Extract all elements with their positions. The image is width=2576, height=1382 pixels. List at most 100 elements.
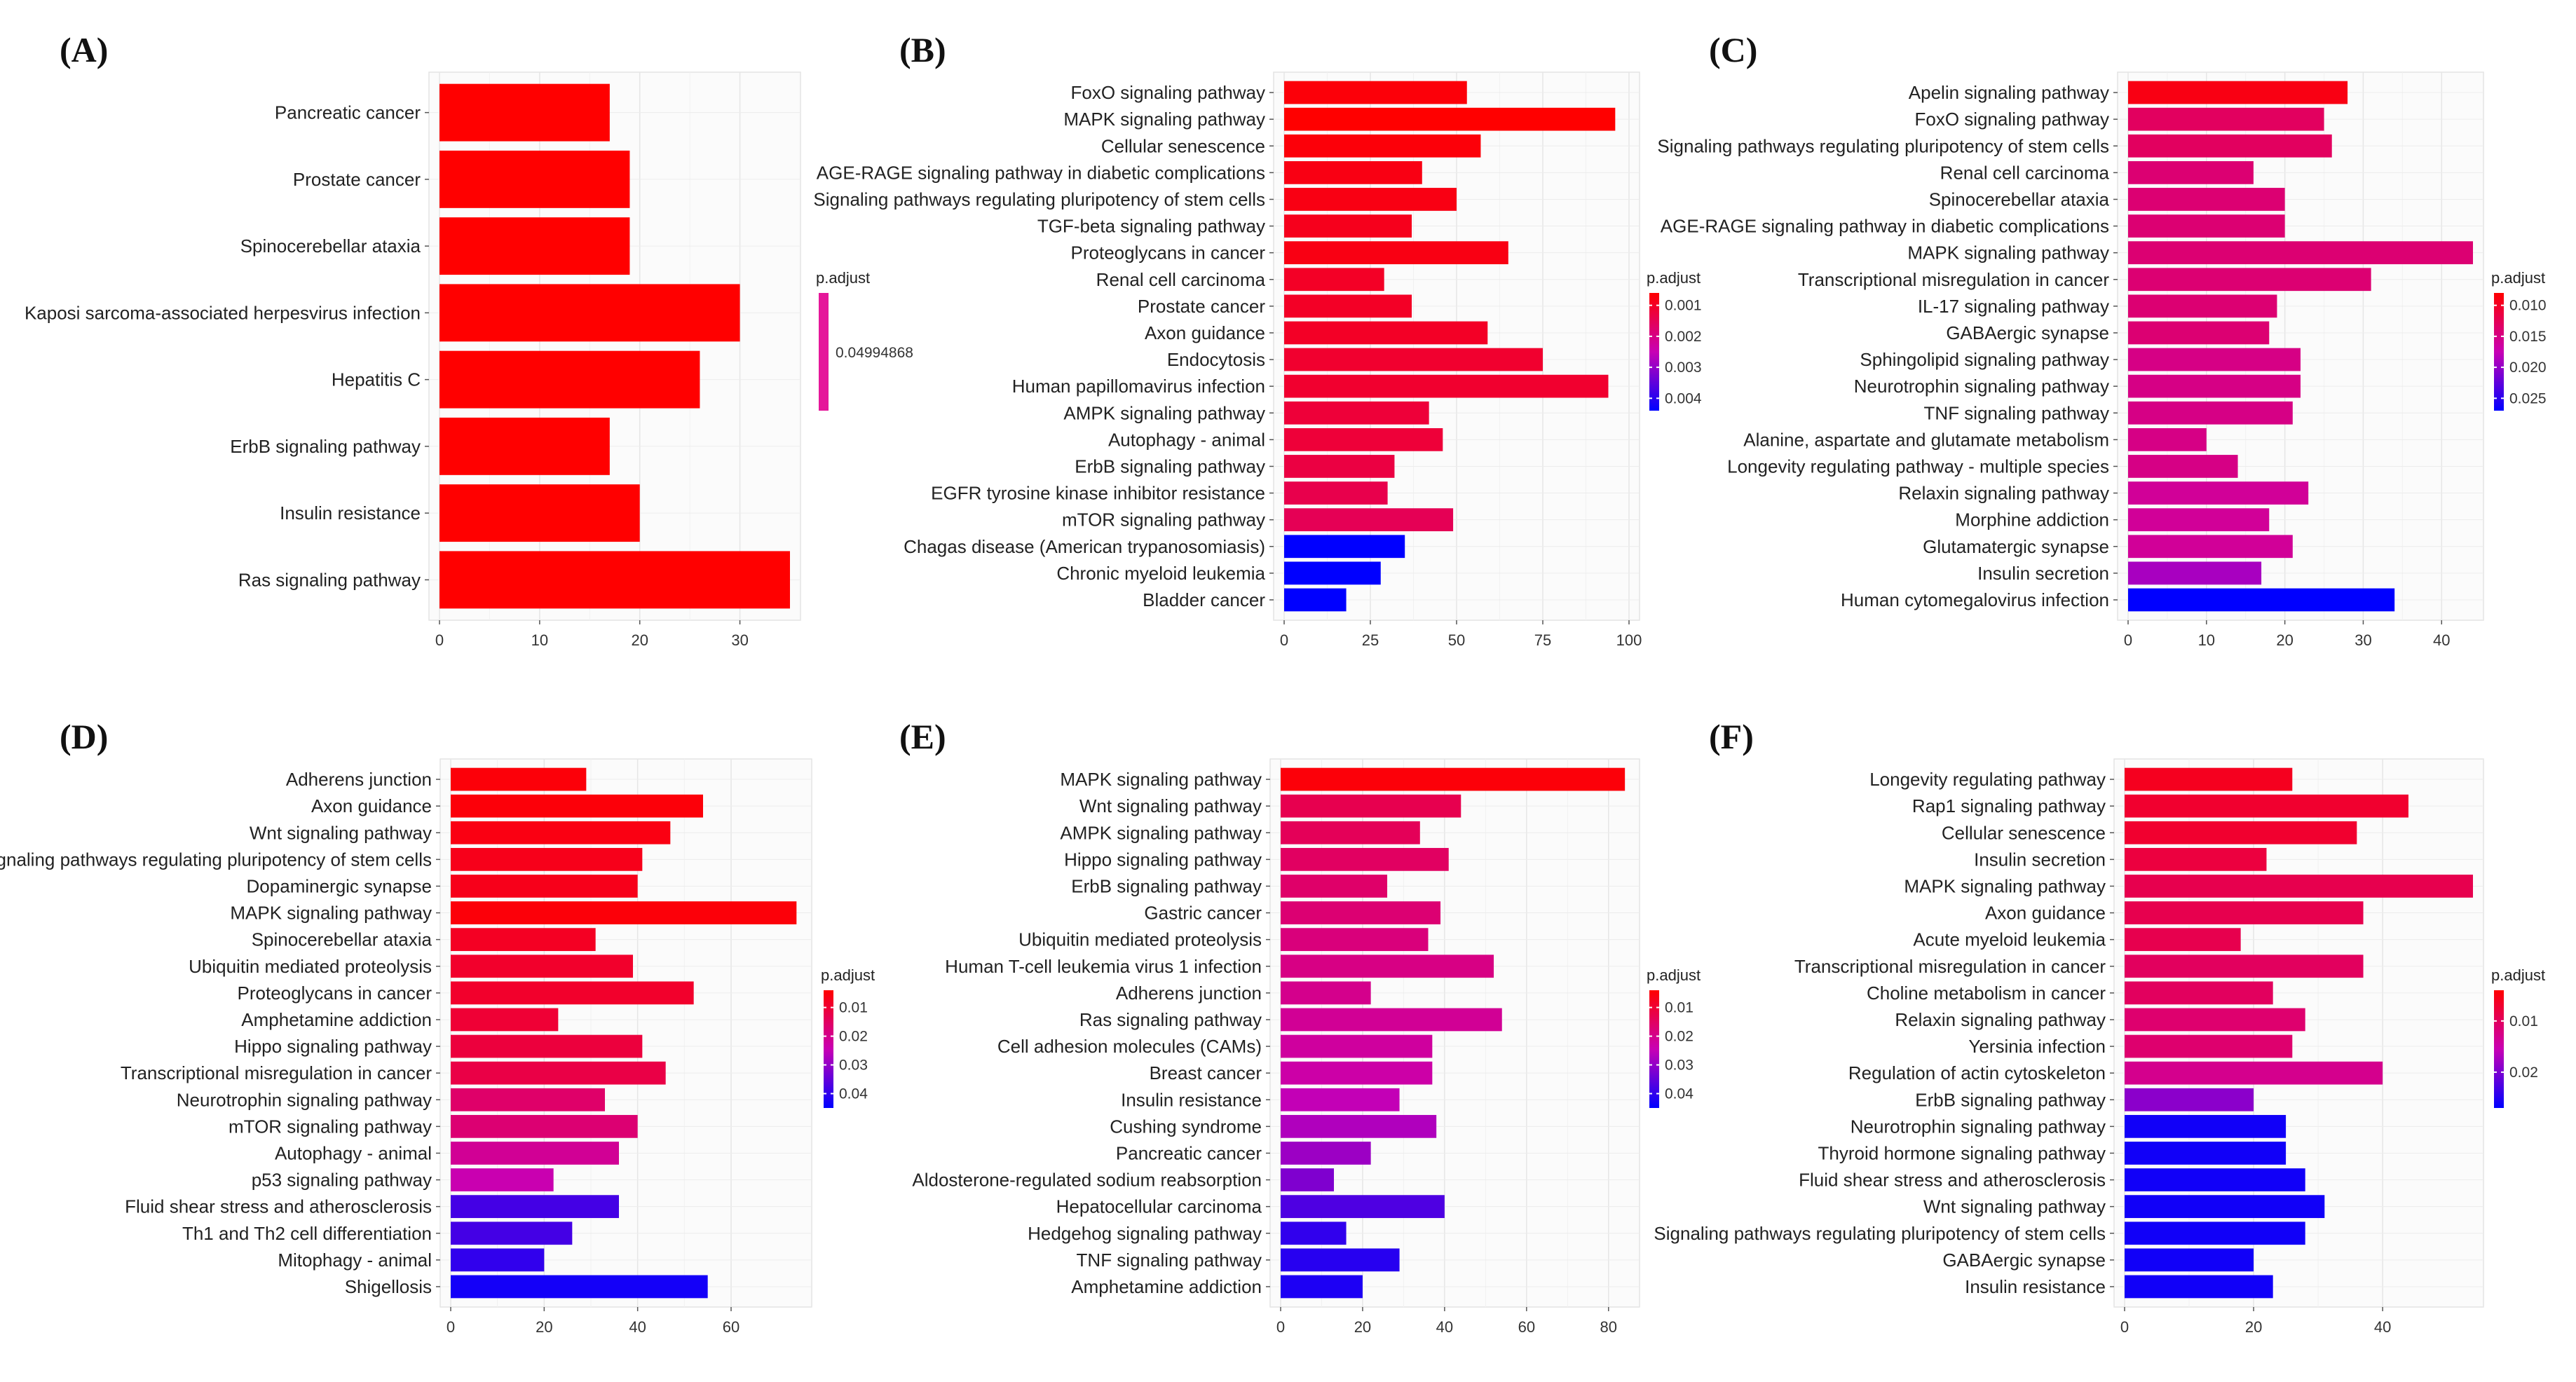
bar-5	[1281, 875, 1388, 898]
bar-19	[451, 1248, 545, 1272]
bar-1	[2128, 81, 2348, 104]
legend-tick-label: 0.03	[839, 1058, 868, 1074]
padj-legend: p.adjust 0.01 0.02 0.03 0.04	[821, 966, 875, 1108]
bar-17	[2125, 1195, 2325, 1219]
bar-12	[1281, 1061, 1433, 1085]
bar-15	[2128, 455, 2238, 478]
legend-colorbar	[824, 990, 833, 1108]
category-label: Acute myeloid leukemia	[1913, 929, 2106, 950]
category-label: Insulin resistance	[280, 502, 421, 524]
x-tick-label: 40	[2433, 631, 2450, 649]
bar-6	[2128, 214, 2285, 238]
bar-4	[2125, 847, 2267, 871]
category-label: Shigellosis	[345, 1276, 432, 1297]
bar-11	[1284, 348, 1543, 371]
x-tick-label: 40	[629, 1318, 646, 1336]
category-label: Axon guidance	[1985, 903, 2106, 924]
legend-colorbar	[2494, 293, 2504, 411]
bar-20	[1284, 588, 1347, 612]
bar-9	[1284, 294, 1412, 318]
panel-d: (D) Adherens junction Axon guidance Wnt sig…	[0, 717, 875, 1336]
category-label: p53 signaling pathway	[252, 1170, 432, 1191]
x-tick-label: 0	[447, 1318, 455, 1336]
category-label: Bladder cancer	[1143, 589, 1265, 610]
bar-2	[451, 794, 703, 818]
bar-8	[439, 551, 790, 609]
padj-legend: p.adjust 0.010 0.015 0.020 0.025	[2491, 269, 2547, 411]
category-label: Longevity regulating pathway	[1869, 769, 2106, 790]
legend-tick-label: 0.02	[839, 1029, 868, 1045]
bar-5	[451, 875, 638, 898]
category-label: Insulin secretion	[1977, 563, 2109, 584]
category-label: MAPK signaling pathway	[230, 903, 432, 924]
padj-legend: p.adjust 0.04994868	[816, 269, 913, 411]
x-tick-label: 0	[1276, 1318, 1285, 1336]
x-tick-label: 0	[435, 631, 444, 649]
category-label: Wnt signaling pathway	[1923, 1196, 2106, 1217]
category-label: GABAergic synapse	[1946, 322, 2109, 343]
category-label: Endocytosis	[1167, 349, 1265, 370]
bar-11	[2128, 348, 2301, 371]
bar-7	[2128, 241, 2473, 265]
legend-title: p.adjust	[2491, 966, 2545, 984]
bar-16	[1281, 1168, 1335, 1191]
category-label: Rap1 signaling pathway	[1912, 795, 2106, 816]
legend-tick-label: 0.020	[2509, 360, 2547, 376]
bar-15	[1284, 455, 1395, 478]
bar-9	[1281, 981, 1371, 1005]
panel-letter: (C)	[1709, 30, 1757, 69]
category-label: Axon guidance	[311, 795, 432, 816]
x-tick-label: 20	[536, 1318, 552, 1336]
legend-tick-label: 0.010	[2509, 298, 2547, 314]
x-tick-label: 40	[1436, 1318, 1453, 1336]
bar-20	[2125, 1275, 2273, 1299]
category-label: TGF-beta signaling pathway	[1037, 216, 1265, 237]
category-label: ErbB signaling pathway	[1915, 1089, 2106, 1110]
x-tick-label: 30	[731, 631, 748, 649]
panel-a: (A) Pancreatic cancer Prostate cancer Spino…	[25, 30, 913, 649]
bar-2	[2128, 107, 2324, 131]
bar-4	[439, 284, 740, 342]
bar-11	[451, 1034, 643, 1058]
bar-10	[2125, 1008, 2305, 1032]
bar-12	[451, 1061, 666, 1085]
legend-colorbar	[1649, 293, 1659, 411]
bar-9	[2125, 981, 2273, 1005]
category-label: Spinocerebellar ataxia	[240, 235, 421, 256]
bar-18	[1284, 535, 1405, 559]
category-label: Wnt signaling pathway	[1079, 795, 1262, 816]
legend-tick-label: 0.01	[2509, 1013, 2538, 1029]
category-label: Relaxin signaling pathway	[1895, 1009, 2106, 1030]
bar-5	[439, 350, 700, 409]
bar-4	[2128, 160, 2254, 184]
x-tick-label: 20	[631, 631, 648, 649]
category-label: mTOR signaling pathway	[1062, 509, 1265, 531]
legend-tick-label: 0.04994868	[836, 345, 913, 361]
category-label: Renal cell carcinoma	[1096, 269, 1266, 290]
category-label: Cellular senescence	[1942, 822, 2106, 843]
bar-2	[2125, 794, 2408, 818]
x-tick-label: 100	[1616, 631, 1642, 649]
bar-4	[1284, 160, 1422, 184]
category-label: TNF signaling pathway	[1924, 402, 2109, 423]
bar-6	[439, 417, 610, 475]
x-tick-label: 10	[2198, 631, 2215, 649]
bar-18	[451, 1222, 573, 1245]
category-label: Signaling pathways regulating pluripoten…	[1654, 1223, 2106, 1244]
legend-title: p.adjust	[1647, 966, 1701, 984]
category-label: Yersinia infection	[1968, 1036, 2106, 1057]
category-label: Dopaminergic synapse	[247, 875, 432, 896]
category-label: Hippo signaling pathway	[1064, 849, 1262, 870]
bar-17	[451, 1195, 619, 1219]
category-label: Human T-cell leukemia virus 1 infection	[945, 956, 1262, 977]
panel-letter: (E)	[899, 717, 946, 756]
category-label: Pancreatic cancer	[275, 102, 421, 123]
bar-9	[451, 981, 694, 1005]
bar-4	[1281, 847, 1449, 871]
legend-tick-label: 0.001	[1665, 298, 1702, 314]
category-label: Hippo signaling pathway	[234, 1036, 432, 1057]
bar-4	[451, 847, 643, 871]
padj-legend: p.adjust 0.01 0.02	[2491, 966, 2545, 1108]
panel-letter: (B)	[899, 30, 946, 69]
category-label: Axon guidance	[1145, 322, 1265, 343]
